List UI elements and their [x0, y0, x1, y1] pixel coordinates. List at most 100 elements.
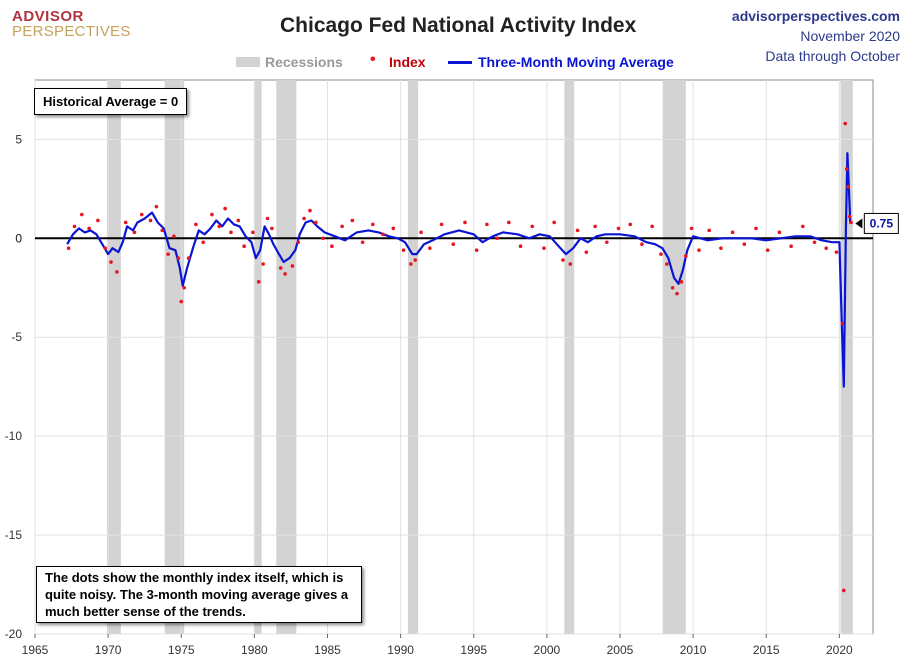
recession-band — [407, 80, 419, 634]
index-dot — [742, 242, 747, 247]
legend-index: Index — [389, 54, 426, 70]
index-dot — [179, 299, 184, 304]
index-dot — [148, 218, 153, 223]
x-tick-label: 1975 — [168, 643, 195, 657]
index-dot — [777, 230, 782, 235]
chart-title: Chicago Fed National Activity Index — [280, 14, 637, 37]
y-tick-label: 5 — [15, 132, 22, 146]
index-dot — [115, 270, 119, 274]
index-dot — [201, 240, 205, 245]
index-dot — [697, 248, 701, 252]
index-dot — [754, 226, 758, 231]
index-dot — [210, 212, 214, 217]
index-dot — [451, 242, 456, 247]
brand-line-1: ADVISOR — [12, 8, 84, 25]
index-dot — [391, 226, 396, 231]
index-dot — [123, 220, 128, 225]
source-through: Data through October — [765, 48, 900, 64]
x-tick-label: 2010 — [680, 643, 707, 657]
index-dot — [72, 224, 77, 229]
index-dot — [296, 240, 301, 245]
index-dot — [109, 260, 113, 264]
index-dot — [139, 212, 144, 217]
legend-moving-average: Three-Month Moving Average — [478, 54, 674, 70]
y-tick-label: 0 — [15, 231, 22, 245]
recession-band — [164, 80, 185, 634]
index-dot — [251, 230, 255, 235]
index-dot — [79, 212, 84, 217]
index-dot — [841, 588, 846, 593]
index-dot — [474, 248, 479, 252]
x-tick-label: 1990 — [387, 643, 414, 657]
brand-line-2: PERSPECTIVES — [12, 23, 131, 40]
index-dot — [840, 321, 845, 326]
index-dot — [801, 224, 805, 229]
legend-ma-swatch — [448, 61, 472, 64]
index-dot — [542, 246, 546, 250]
last-value-label: 0.75 — [870, 216, 894, 230]
plot-area — [34, 79, 874, 635]
index-dot — [290, 264, 295, 268]
legend-recessions: Recessions — [265, 54, 343, 70]
index-dot — [381, 232, 385, 237]
callout-pointer — [855, 218, 863, 229]
explanation-note: The dots show the monthly index itself, … — [36, 566, 362, 623]
index-dot — [103, 246, 107, 250]
index-dot — [313, 220, 318, 225]
x-tick-label: 1970 — [95, 643, 122, 657]
legend-index-swatch: • — [370, 51, 376, 68]
recession-band — [276, 80, 297, 634]
y-tick-label-zero: 0 — [15, 231, 22, 245]
index-dot — [849, 220, 853, 225]
index-dot — [419, 230, 423, 235]
recession-band — [662, 80, 686, 634]
callout-box — [863, 212, 899, 234]
recession-band — [254, 80, 262, 634]
index-dot — [584, 250, 589, 254]
index-dot — [689, 226, 694, 231]
index-dot — [530, 224, 535, 229]
index-dot — [730, 230, 735, 235]
index-dot — [495, 236, 499, 241]
index-dot — [413, 258, 418, 262]
x-tick-label: 2000 — [534, 643, 561, 657]
index-dot — [593, 224, 597, 229]
index-dot — [507, 220, 511, 225]
index-dot — [87, 226, 91, 231]
source-date: November 2020 — [800, 28, 900, 44]
index-dot — [340, 224, 344, 229]
index-dot — [176, 256, 181, 260]
x-tick-label: 1995 — [460, 643, 487, 657]
index-dot — [847, 214, 852, 219]
index-dot — [302, 216, 306, 221]
index-dot — [428, 246, 432, 250]
index-dot — [217, 224, 222, 229]
index-dot — [409, 262, 413, 266]
y-tick-label: -10 — [5, 429, 23, 443]
index-dot — [640, 242, 644, 247]
index-dot — [789, 244, 793, 248]
legend-recession-swatch — [236, 57, 260, 67]
recession-band — [564, 80, 575, 634]
index-dot — [561, 258, 565, 262]
index-dot — [675, 291, 679, 296]
index-dot — [321, 236, 325, 241]
index-dot — [236, 218, 241, 223]
index-dot — [186, 256, 191, 260]
index-dot — [360, 240, 365, 245]
index-dot — [172, 234, 176, 239]
index-dot — [160, 228, 165, 233]
index-dot — [154, 204, 159, 209]
historical-average-note: Historical Average = 0 — [34, 88, 188, 115]
index-dot — [679, 280, 684, 284]
index-dot — [812, 240, 817, 245]
index-dot — [223, 206, 227, 211]
y-tick-label: -20 — [5, 627, 23, 641]
index-dot — [650, 224, 654, 229]
index-dot — [96, 218, 100, 223]
y-tick-label: -5 — [11, 330, 22, 344]
x-tick-label: 1965 — [22, 643, 49, 657]
source-site: advisorperspectives.com — [731, 8, 900, 24]
x-tick-label: 1985 — [314, 643, 341, 657]
index-dot — [605, 240, 609, 245]
